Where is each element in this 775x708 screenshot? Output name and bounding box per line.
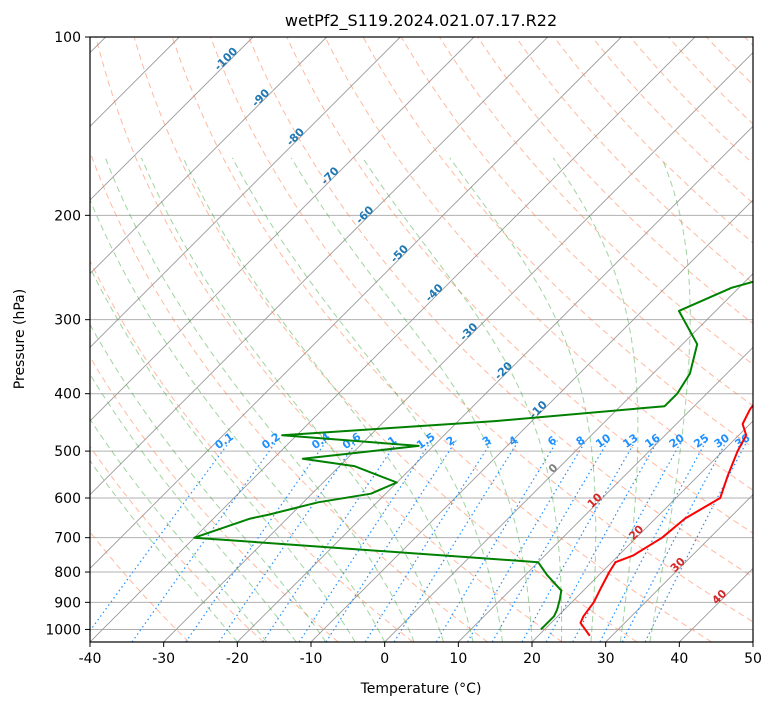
y-axis-label: Pressure (hPa) bbox=[12, 289, 28, 389]
dry-adiabat bbox=[400, 37, 753, 407]
moist-adiabat bbox=[649, 157, 691, 642]
x-tick-label: 30 bbox=[597, 651, 615, 667]
isotherm-line bbox=[458, 346, 753, 642]
x-tick-label: 50 bbox=[744, 651, 762, 667]
temperature-profile bbox=[579, 403, 753, 637]
dry-adiabat bbox=[90, 445, 264, 642]
isotherm-line bbox=[384, 273, 753, 642]
dry-adiabat bbox=[171, 37, 712, 642]
moist-adiabat bbox=[140, 157, 445, 642]
mixing-ratio-line bbox=[572, 440, 683, 642]
isotherm-line bbox=[90, 37, 327, 275]
isotherm-line bbox=[90, 37, 254, 201]
y-tick-label: 200 bbox=[54, 208, 81, 224]
moist-adiabat bbox=[90, 459, 238, 642]
x-tick-label: 10 bbox=[449, 651, 467, 667]
y-tick-label: 300 bbox=[54, 313, 81, 329]
moist-adiabat bbox=[104, 157, 415, 642]
dry-adiabat bbox=[95, 37, 563, 642]
moist-adiabat bbox=[449, 157, 597, 642]
mixing-ratio-line bbox=[599, 440, 707, 642]
mixing-ratio-line bbox=[435, 440, 558, 642]
y-tick-label: 700 bbox=[54, 531, 81, 547]
y-tick-label: 900 bbox=[54, 595, 81, 611]
sounding-profiles bbox=[193, 280, 753, 637]
x-tick-label: 40 bbox=[670, 651, 688, 667]
x-tick-label: -40 bbox=[79, 651, 102, 667]
y-tick-label: 500 bbox=[54, 444, 81, 460]
dry-adiabat bbox=[629, 37, 753, 165]
dry-adiabat bbox=[324, 37, 753, 491]
isotherm-line bbox=[90, 37, 622, 569]
isotherm-line bbox=[163, 52, 753, 642]
plot-frame bbox=[89, 36, 754, 643]
moist-adiabat bbox=[552, 157, 639, 642]
x-tick-label: -30 bbox=[152, 651, 175, 667]
moist-adiabat bbox=[290, 157, 533, 642]
dewpoint-profile bbox=[193, 280, 753, 631]
moist-adiabat bbox=[90, 373, 297, 642]
isotherm-line bbox=[605, 494, 753, 642]
chart-title: wetPf2_S119.2024.021.07.17.R22 bbox=[285, 11, 557, 31]
moist-adiabat bbox=[90, 266, 356, 642]
isotherm-line bbox=[237, 125, 753, 642]
x-axis-label: Temperature (°C) bbox=[360, 681, 482, 697]
dry-adiabat bbox=[210, 37, 753, 623]
mixing-ratio-line bbox=[131, 440, 278, 642]
isotherm-line bbox=[531, 420, 753, 642]
moist-adiabat bbox=[90, 418, 268, 642]
moist-adiabat bbox=[90, 323, 327, 642]
dry-adiabat bbox=[477, 37, 753, 325]
isotherm-line bbox=[90, 37, 548, 496]
dry-adiabat bbox=[90, 259, 414, 642]
x-tick-label: -20 bbox=[226, 651, 249, 667]
isotherm-line bbox=[90, 37, 475, 422]
x-tick-label: 0 bbox=[380, 651, 389, 667]
y-tick-label: 1000 bbox=[45, 622, 81, 638]
x-tick-label: 20 bbox=[523, 651, 541, 667]
dry-adiabat bbox=[248, 37, 753, 578]
dry-adiabat bbox=[362, 37, 753, 449]
moist-adiabat bbox=[182, 157, 474, 642]
axis-ticks: -40 -30 -20 -10 0 10 20 30 40 50 100 200 300 400 500 60… bbox=[45, 30, 762, 667]
moist-adiabat bbox=[362, 157, 563, 642]
mixing-ratio-line bbox=[364, 440, 493, 642]
isotherm-line bbox=[90, 37, 401, 348]
x-tick-label: -10 bbox=[300, 651, 323, 667]
dry-adiabat bbox=[591, 37, 753, 204]
y-tick-label: 800 bbox=[54, 565, 81, 581]
mixing-ratio-line bbox=[90, 440, 231, 632]
mixing-ratio-line bbox=[218, 440, 358, 642]
y-tick-label: 100 bbox=[54, 30, 81, 46]
mixing-ratio-line bbox=[644, 440, 748, 642]
moist-adiabat bbox=[90, 198, 386, 642]
y-tick-label: 600 bbox=[54, 491, 81, 507]
mixing-ratio-line bbox=[393, 440, 520, 642]
dry-adiabat bbox=[515, 37, 753, 284]
dry-adiabat bbox=[133, 37, 638, 642]
isotherm-line bbox=[90, 37, 696, 642]
mixing-ratio-line bbox=[621, 440, 728, 642]
mixing-ratio-line bbox=[466, 440, 587, 642]
y-tick-label: 400 bbox=[54, 387, 81, 403]
